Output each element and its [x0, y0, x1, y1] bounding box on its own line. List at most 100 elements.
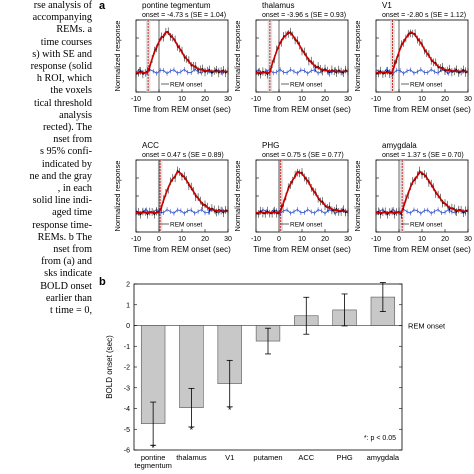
caption-line: aged time — [52, 207, 92, 219]
time-panel: pontine tegmentum onset = -4.73 s (SE = 1… — [113, 1, 232, 114]
response-series — [375, 32, 469, 75]
caption-line: earlier than — [45, 292, 92, 304]
baseline-series — [375, 208, 466, 215]
x-tick-label: 20 — [201, 96, 209, 103]
x-tick-label: 30 — [344, 236, 352, 243]
category-label: tegmentum — [134, 461, 172, 470]
y-tick-label: -2 — [124, 365, 130, 372]
caption-line: REMs. a — [56, 24, 92, 36]
caption-line: BOLD onset — [40, 280, 92, 292]
y-tick-label: -4 — [124, 406, 130, 413]
x-axis-label: Time from REM onset (sec) — [253, 105, 351, 114]
bold-onset-bar-chart: 2 1 0 -1 -2 -3 -4 -5 -6 BOLD onset (sec) REM onset… — [105, 282, 446, 471]
onset-label: onset = 0.47 s (SE = 0.89) — [142, 152, 224, 159]
rem-onset-annotation: REM onset — [170, 82, 202, 89]
y-tick-label: 1 — [126, 302, 130, 309]
response-series — [375, 169, 468, 216]
reference-label: REM onset — [408, 322, 446, 331]
caption-line: response time- — [32, 219, 92, 231]
bar-chart-frame — [133, 283, 403, 451]
x-tick-label: 10 — [298, 236, 306, 243]
baseline-series — [135, 68, 226, 75]
x-tick-label: 30 — [224, 236, 232, 243]
x-tick-label: 0 — [277, 236, 281, 243]
category-label: thalamus — [176, 453, 207, 462]
x-tick-label: 10 — [298, 96, 306, 103]
category-label: ACC — [298, 453, 314, 462]
y-tick-label: 0 — [126, 323, 130, 330]
y-tick-label: -6 — [124, 448, 130, 455]
x-tick-label: -10 — [251, 96, 261, 103]
x-tick-label: 20 — [321, 236, 329, 243]
x-tick-label: 30 — [224, 96, 232, 103]
significance-marker: * — [190, 425, 194, 435]
category-label: PHG — [336, 453, 352, 462]
x-tick-label: 10 — [178, 236, 186, 243]
y-tick-label: -1 — [124, 344, 130, 351]
x-tick-label: -10 — [371, 96, 381, 103]
rem-onset-annotation: REM onset — [290, 82, 322, 89]
y-axis-label: Normalized response — [113, 21, 122, 92]
time-panel: PHG onset = 0.75 s (SE = 0.77) Normalized … — [233, 141, 352, 254]
y-axis-label: Normalized response — [353, 161, 362, 232]
x-axis-label: Time from REM onset (sec) — [253, 245, 351, 254]
x-tick-label: -10 — [251, 236, 261, 243]
x-tick-label: 10 — [178, 96, 186, 103]
y-axis-label: Normalized response — [233, 161, 242, 232]
fit-curve — [136, 30, 228, 74]
y-tick-label: -5 — [124, 427, 130, 434]
y-axis-label: Normalized response — [113, 161, 122, 232]
caption-line: rected). The — [42, 122, 92, 134]
caption-line: analysis — [59, 109, 92, 121]
time-panel: ACC onset = 0.47 s (SE = 0.89) Normalized … — [113, 141, 232, 254]
caption-line: tical threshold — [34, 97, 92, 109]
panel-title: PHG — [262, 141, 279, 150]
fit-curve — [256, 170, 348, 214]
y-tick-label: 2 — [126, 282, 130, 289]
caption-line: ne and the gray — [29, 170, 92, 182]
panel-title: ACC — [142, 141, 159, 150]
x-tick-label: 30 — [464, 96, 472, 103]
significance-marker: * — [151, 443, 155, 453]
category-label: putamen — [253, 453, 282, 462]
category-label: V1 — [225, 453, 234, 462]
caption-line: the voxels — [50, 85, 92, 97]
x-tick-label: -10 — [131, 96, 141, 103]
caption-line: nset from — [53, 134, 92, 146]
x-tick-label: -10 — [371, 236, 381, 243]
caption-line: nset from — [53, 244, 92, 256]
caption-line: indicated by — [41, 158, 92, 170]
panel-title: V1 — [382, 1, 392, 10]
response-series — [255, 171, 349, 215]
y-axis-label: Normalized response — [353, 21, 362, 92]
fit-curve — [376, 170, 469, 214]
caption-line: response (solid — [30, 61, 92, 73]
y-axis-label: Normalized response — [233, 21, 242, 92]
fit-curve — [376, 30, 468, 74]
x-tick-label: 20 — [201, 236, 209, 243]
x-tick-label: 20 — [441, 96, 449, 103]
category-label: pontine — [141, 453, 166, 462]
caption-line: accompanying — [32, 12, 92, 24]
time-course-panels: pontine tegmentum onset = -4.73 s (SE = 1… — [113, 1, 472, 254]
caption-line: s) with SE and — [32, 48, 92, 60]
caption-line: t time = 0, — [50, 305, 92, 317]
x-axis-label: Time from REM onset (sec) — [373, 245, 471, 254]
panel-b-label: b — [99, 276, 106, 288]
time-panel: amygdala onset = 1.37 s (SE = 0.70) Normal… — [353, 141, 472, 254]
x-tick-label: 20 — [441, 236, 449, 243]
response-series — [135, 169, 229, 216]
x-axis-label: Time from REM onset (sec) — [373, 105, 471, 114]
x-tick-label: 30 — [464, 236, 472, 243]
onset-label: onset = -2.80 s (SE = 1.12) — [382, 12, 466, 19]
legend-note: *: p < 0.05 — [364, 435, 396, 442]
panel-title: thalamus — [262, 1, 294, 10]
fit-curve — [256, 30, 348, 74]
caption-line: h ROI, which — [36, 73, 92, 85]
x-axis-label: Time from REM onset (sec) — [133, 245, 231, 254]
x-tick-label: 20 — [321, 96, 329, 103]
rem-onset-annotation: REM onset — [410, 222, 442, 229]
onset-label: onset = 0.75 s (SE = 0.77) — [262, 152, 344, 159]
panel-title: amygdala — [382, 141, 417, 150]
x-tick-label: 0 — [277, 96, 281, 103]
